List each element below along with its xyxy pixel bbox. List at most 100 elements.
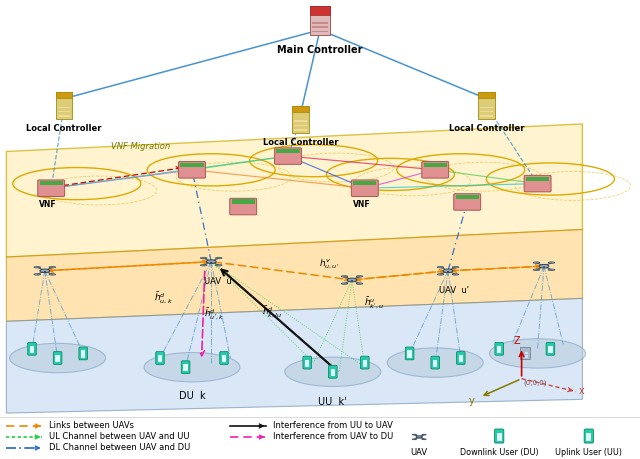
FancyBboxPatch shape	[38, 180, 65, 196]
Bar	[312, 22, 328, 23]
Bar	[56, 92, 72, 119]
Bar	[520, 347, 530, 359]
Ellipse shape	[548, 269, 555, 271]
FancyBboxPatch shape	[220, 352, 228, 364]
Ellipse shape	[10, 343, 106, 373]
Bar	[353, 181, 376, 185]
Bar	[312, 26, 328, 28]
Bar	[458, 355, 463, 362]
Ellipse shape	[341, 275, 348, 277]
Ellipse shape	[215, 264, 222, 266]
Bar	[586, 433, 591, 441]
Ellipse shape	[539, 264, 549, 268]
Ellipse shape	[347, 278, 357, 282]
Text: $\bar{h}_{u',k}^d$: $\bar{h}_{u',k}^d$	[204, 307, 225, 322]
Bar	[157, 355, 163, 362]
Bar	[480, 111, 493, 112]
Bar	[292, 106, 309, 133]
Text: DU  k: DU k	[179, 391, 205, 401]
Bar	[330, 369, 335, 376]
Ellipse shape	[215, 257, 222, 259]
Bar	[294, 129, 307, 130]
Text: Main Controller: Main Controller	[277, 45, 363, 55]
Bar	[312, 31, 328, 32]
Text: $\bar{h}_{u,k}^d$: $\bar{h}_{u,k}^d$	[154, 291, 173, 306]
Text: Links between UAVs: Links between UAVs	[49, 421, 134, 431]
Text: UAV: UAV	[411, 448, 428, 457]
Bar	[56, 92, 72, 98]
Ellipse shape	[412, 434, 417, 435]
Text: VNF: VNF	[39, 200, 57, 209]
FancyBboxPatch shape	[360, 356, 369, 369]
FancyBboxPatch shape	[495, 342, 504, 355]
Bar	[180, 163, 204, 167]
Ellipse shape	[356, 275, 363, 277]
Text: UU  k': UU k'	[319, 397, 347, 407]
Ellipse shape	[351, 280, 353, 281]
FancyBboxPatch shape	[454, 194, 481, 210]
Bar	[497, 346, 502, 353]
Ellipse shape	[437, 266, 444, 268]
Ellipse shape	[44, 271, 46, 272]
Text: UAV  u: UAV u	[204, 277, 232, 286]
Ellipse shape	[34, 266, 41, 268]
Ellipse shape	[49, 266, 56, 268]
Bar	[310, 6, 330, 15]
Bar	[292, 106, 309, 112]
Ellipse shape	[548, 262, 555, 263]
Bar	[276, 149, 300, 153]
Bar	[183, 364, 188, 371]
Bar	[407, 351, 412, 358]
Polygon shape	[6, 230, 582, 321]
Text: Interference from UAV to DU: Interference from UAV to DU	[273, 432, 393, 442]
Bar	[548, 346, 553, 353]
Ellipse shape	[49, 274, 56, 275]
Bar	[81, 351, 86, 358]
Bar	[433, 360, 438, 367]
FancyBboxPatch shape	[303, 356, 312, 369]
Bar	[294, 125, 307, 126]
Ellipse shape	[412, 439, 417, 440]
Text: x: x	[579, 386, 585, 396]
Bar	[305, 360, 310, 367]
FancyBboxPatch shape	[584, 429, 593, 443]
Ellipse shape	[533, 269, 540, 271]
FancyBboxPatch shape	[422, 162, 449, 178]
Bar	[294, 120, 307, 122]
Ellipse shape	[285, 357, 381, 386]
Ellipse shape	[490, 339, 586, 368]
FancyBboxPatch shape	[156, 352, 164, 364]
Ellipse shape	[452, 274, 459, 275]
Ellipse shape	[443, 269, 453, 273]
Bar	[40, 181, 63, 185]
Bar	[456, 195, 479, 199]
Polygon shape	[6, 124, 582, 257]
Text: (0,0,0): (0,0,0)	[524, 379, 547, 386]
Text: y: y	[469, 396, 475, 406]
Bar	[478, 92, 495, 98]
Ellipse shape	[40, 269, 50, 273]
Bar	[232, 200, 255, 204]
FancyBboxPatch shape	[431, 356, 440, 369]
Ellipse shape	[144, 353, 240, 382]
Text: DL Channel between UAV and DU: DL Channel between UAV and DU	[49, 443, 190, 453]
Bar	[424, 163, 447, 167]
FancyBboxPatch shape	[181, 361, 190, 374]
Ellipse shape	[533, 262, 540, 263]
Bar	[362, 360, 367, 367]
Ellipse shape	[422, 439, 426, 440]
Bar	[58, 111, 70, 112]
Ellipse shape	[543, 266, 545, 268]
Bar	[221, 355, 227, 362]
Bar	[58, 106, 70, 108]
Ellipse shape	[341, 283, 348, 285]
Text: Local Controller: Local Controller	[449, 124, 524, 133]
Text: $\bar{h}_{k',u}^u$: $\bar{h}_{k',u}^u$	[364, 295, 385, 311]
Text: UAV  u': UAV u'	[440, 286, 469, 295]
Ellipse shape	[452, 266, 459, 268]
FancyBboxPatch shape	[179, 162, 205, 178]
Ellipse shape	[437, 274, 444, 275]
Bar	[521, 355, 524, 358]
Text: Uplink User (UU): Uplink User (UU)	[556, 448, 622, 457]
FancyBboxPatch shape	[351, 180, 378, 196]
